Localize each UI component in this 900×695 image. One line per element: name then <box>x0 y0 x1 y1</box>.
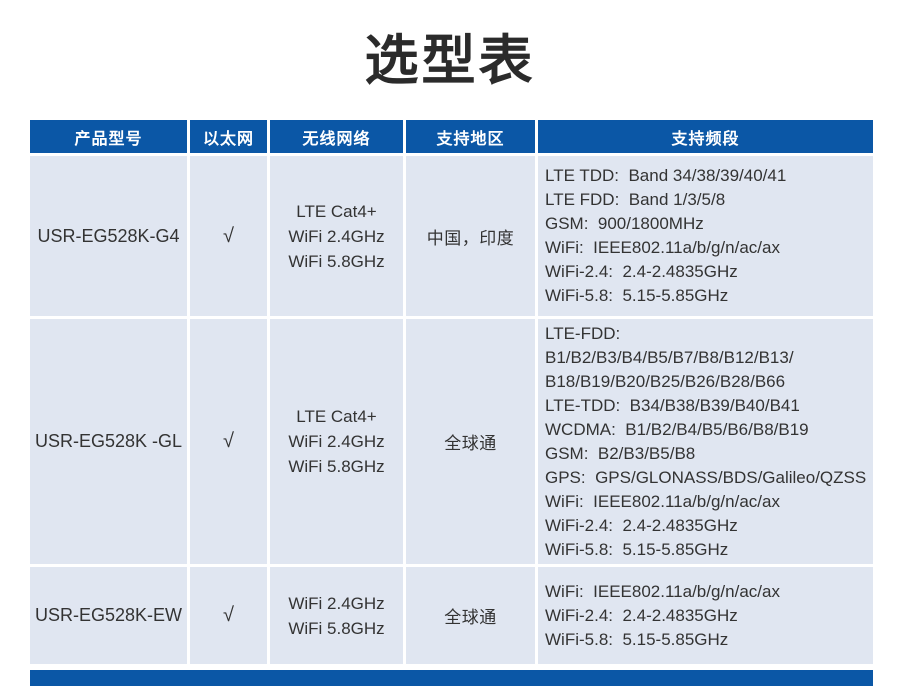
row1-region-cell: 中国，印度 <box>406 156 535 316</box>
page: 选型表 产品型号 以太网 无线网络 支持地区 支持频段 USR-EG528K-G… <box>0 28 900 695</box>
row2-ethernet-cell: √ <box>190 319 267 564</box>
row1-bands-cell: LTE TDD: Band 34/38/39/40/41 LTE FDD: Ba… <box>538 156 873 316</box>
row2-bands-cell: LTE-FDD: B1/B2/B3/B4/B5/B7/B8/B12/B13/ B… <box>538 319 873 564</box>
row1-wireless-cell: LTE Cat4+ WiFi 2.4GHz WiFi 5.8GHz <box>270 156 403 316</box>
selection-table: 产品型号 以太网 无线网络 支持地区 支持频段 USR-EG528K-G4 √ … <box>30 120 873 664</box>
row1-ethernet-cell: √ <box>190 156 267 316</box>
row2-wireless-cell: LTE Cat4+ WiFi 2.4GHz WiFi 5.8GHz <box>270 319 403 564</box>
row2-model-cell: USR-EG528K -GL <box>30 319 187 564</box>
row3-region-cell: 全球通 <box>406 567 535 664</box>
column-header-region: 支持地区 <box>406 120 535 153</box>
column-header-model: 产品型号 <box>30 120 187 153</box>
footer-bar <box>30 670 873 686</box>
row3-model-cell: USR-EG528K-EW <box>30 567 187 664</box>
row1-model-cell: USR-EG528K-G4 <box>30 156 187 316</box>
page-title: 选型表 <box>364 31 536 91</box>
row3-bands-cell: WiFi: IEEE802.11a/b/g/n/ac/ax WiFi-2.4: … <box>538 567 873 664</box>
row3-ethernet-cell: √ <box>190 567 267 664</box>
column-header-ethernet: 以太网 <box>190 120 267 153</box>
row2-region-cell: 全球通 <box>406 319 535 564</box>
column-header-bands: 支持频段 <box>538 120 873 153</box>
column-header-wireless: 无线网络 <box>270 120 403 153</box>
row3-wireless-cell: WiFi 2.4GHz WiFi 5.8GHz <box>270 567 403 664</box>
